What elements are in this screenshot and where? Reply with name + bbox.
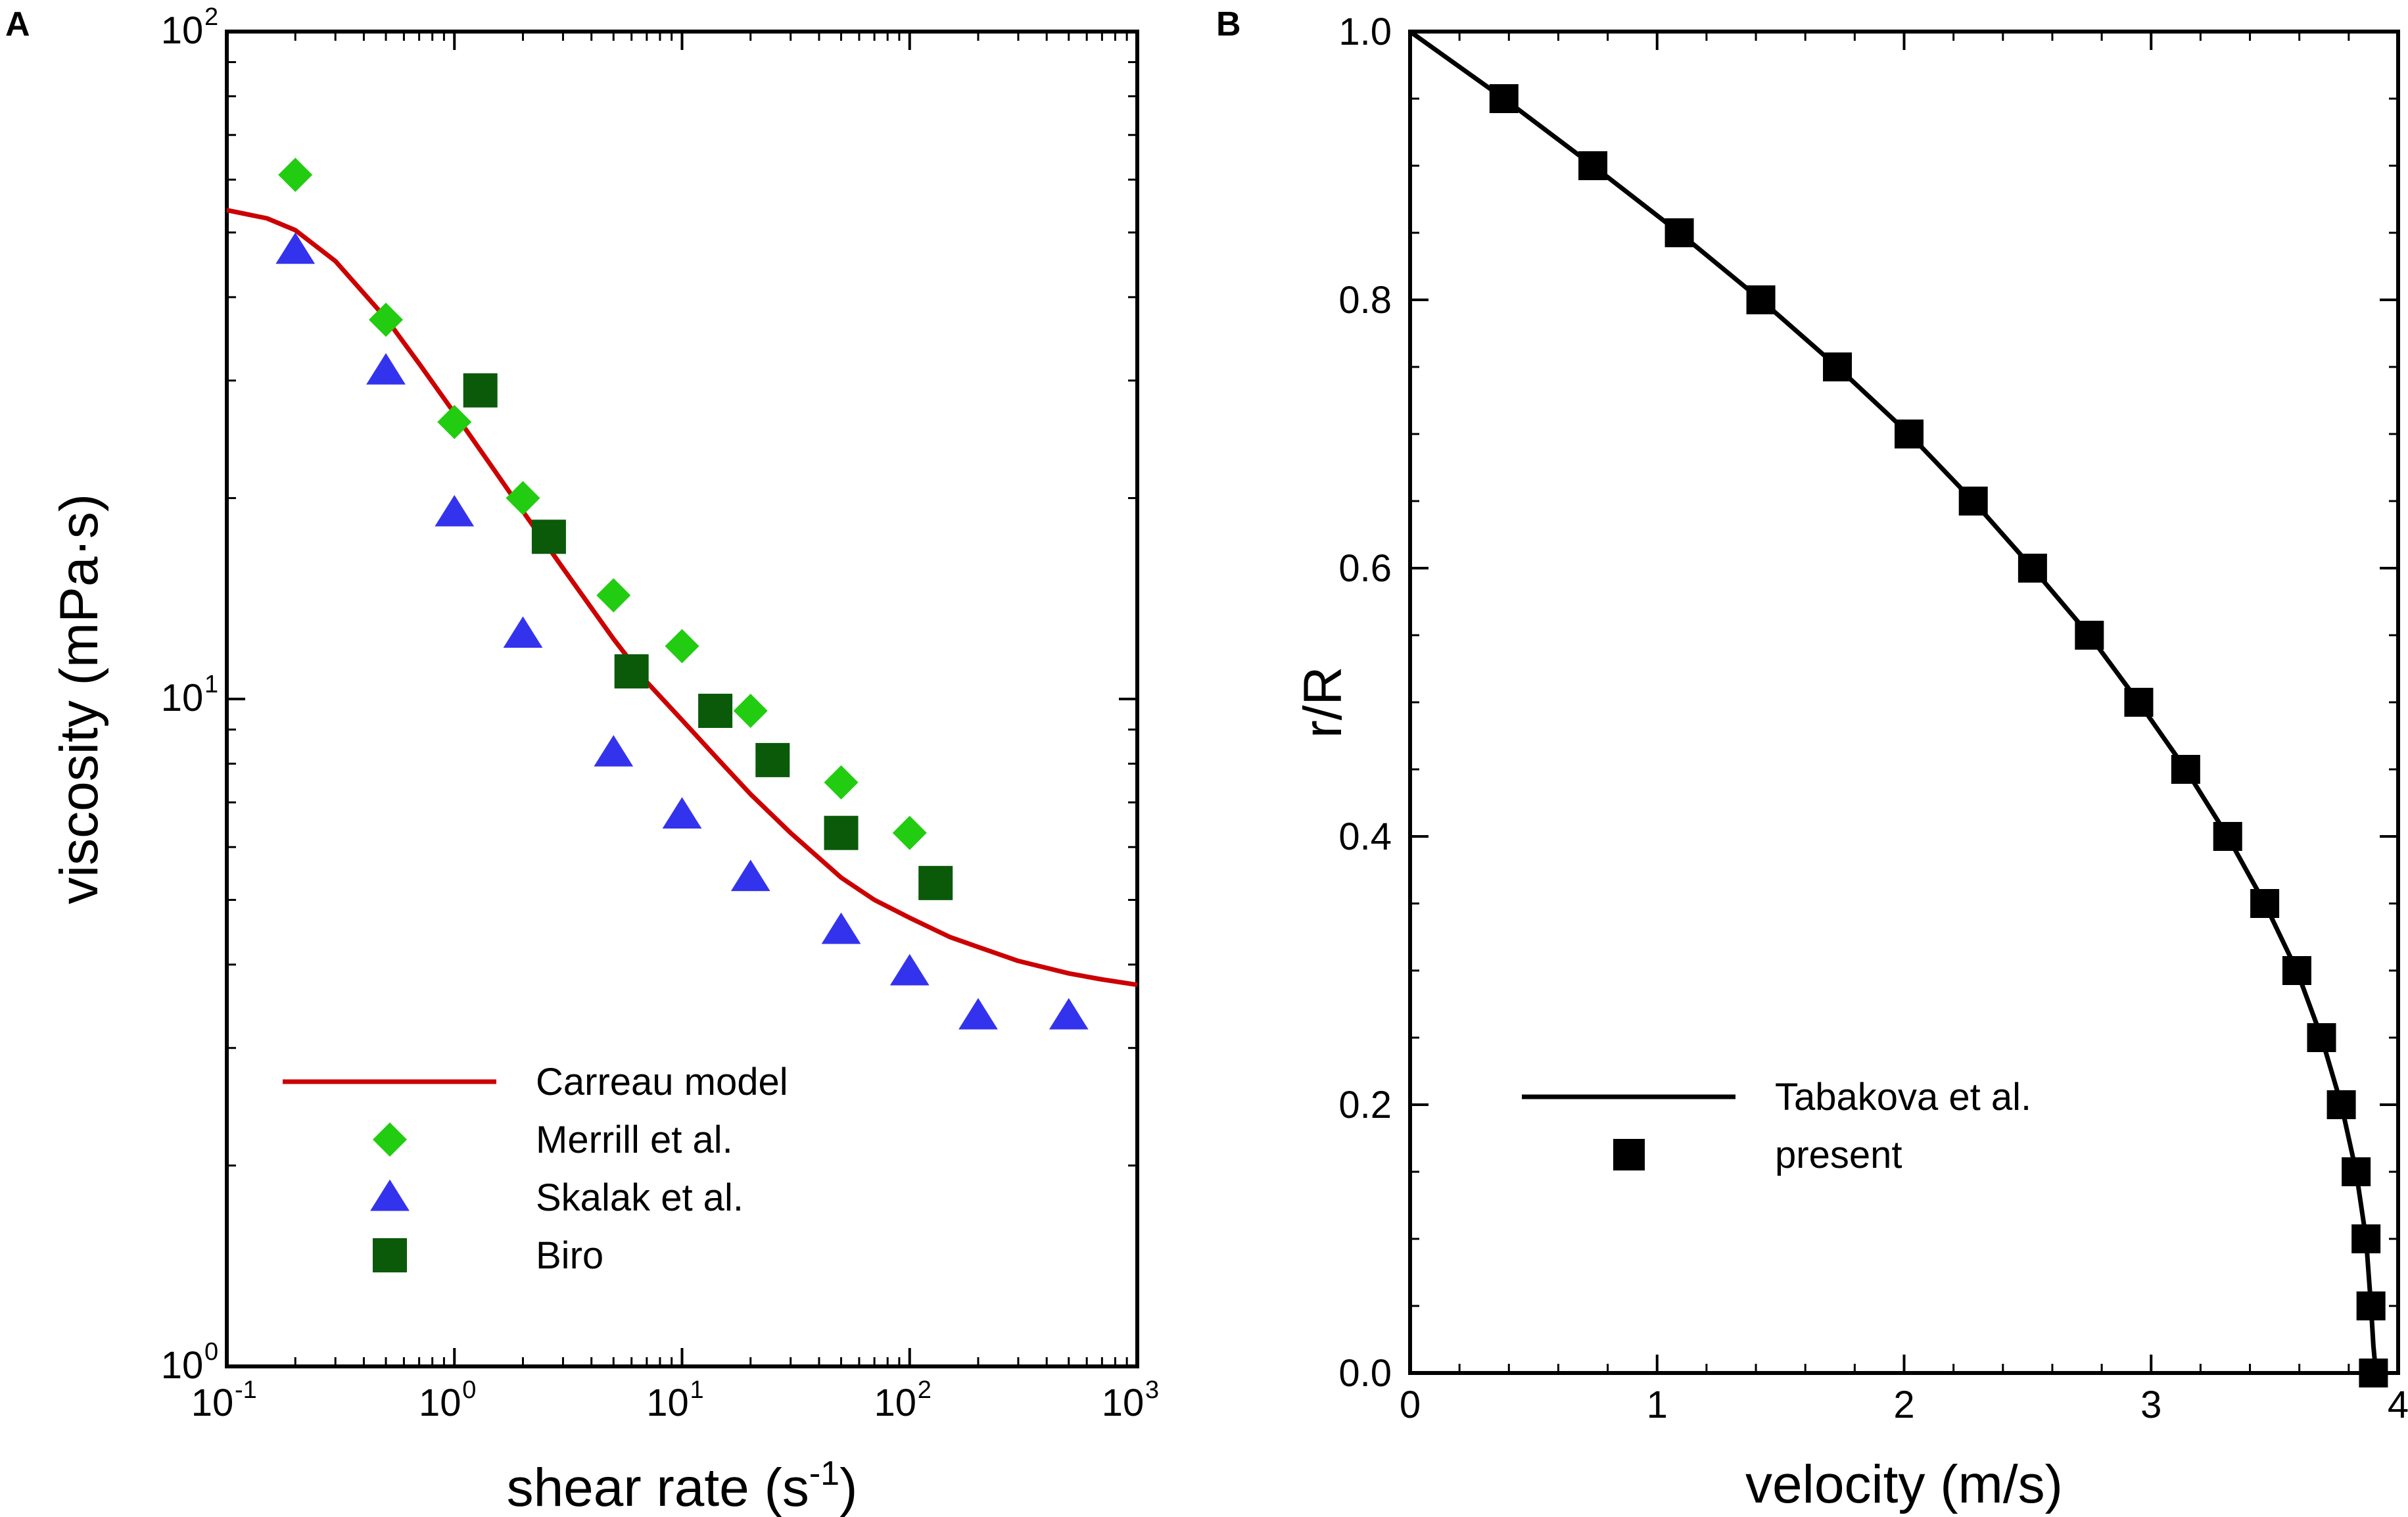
legend-label: Biro bbox=[536, 1234, 603, 1277]
y-tick-label: 0.4 bbox=[1338, 815, 1392, 858]
present-data-point bbox=[2250, 889, 2280, 918]
x-tick-label: 4 bbox=[2388, 1384, 2408, 1426]
legend-swatch-triangle bbox=[370, 1179, 410, 1211]
panel-b-letter: B bbox=[1216, 5, 1241, 43]
legend-swatch-square bbox=[1613, 1139, 1645, 1170]
data-point-triangle bbox=[662, 797, 702, 829]
legend-swatch-diamond bbox=[373, 1122, 407, 1157]
present-data-point bbox=[1664, 218, 1694, 247]
legend-swatch-square bbox=[373, 1238, 407, 1272]
x-tick-exponent: -1 bbox=[235, 1376, 257, 1404]
y-axis-label: r/R bbox=[1293, 666, 1353, 738]
present-data-point bbox=[2356, 1291, 2386, 1320]
x-tick-label: 0 bbox=[1400, 1384, 1421, 1426]
present-data-point bbox=[2124, 688, 2154, 717]
x-tick-exponent: 0 bbox=[462, 1376, 476, 1404]
x-tick-label: 10 bbox=[874, 1382, 916, 1424]
present-data-point bbox=[1578, 151, 1608, 180]
data-point-square bbox=[614, 654, 649, 688]
data-point-square bbox=[531, 519, 566, 554]
panel-b-chart: 0 1 2 3 4 0.0 0.2 0.4 0.6 0.8 1.0 Tabakova et al. pr… bbox=[1293, 11, 2408, 1514]
present-data-point bbox=[2326, 1090, 2356, 1119]
x-axis-label-superscript: -1 bbox=[809, 1455, 839, 1493]
legend-label: Carreau model bbox=[536, 1061, 788, 1103]
present-data-point bbox=[1958, 487, 1988, 516]
data-point-square bbox=[755, 742, 790, 777]
y-tick-label: 0.6 bbox=[1338, 547, 1392, 590]
x-tick-label: 2 bbox=[1893, 1384, 1914, 1426]
data-point-diamond bbox=[665, 629, 699, 663]
data-point-triangle bbox=[1049, 998, 1089, 1030]
present-data-point bbox=[2359, 1359, 2388, 1387]
x-tick-label: 3 bbox=[2140, 1384, 2161, 1426]
x-axis-label: velocity (m/s) bbox=[1745, 1455, 2063, 1514]
data-point-triangle bbox=[275, 232, 316, 264]
carreau-model-line bbox=[226, 208, 1138, 988]
data-point-square bbox=[463, 373, 498, 408]
data-point-triangle bbox=[366, 352, 406, 385]
x-tick-label: 10 bbox=[191, 1382, 234, 1424]
y-tick-label: 0.8 bbox=[1338, 279, 1392, 322]
data-point-diamond bbox=[824, 765, 859, 800]
data-point-triangle bbox=[503, 616, 543, 648]
legend-label: Tabakova et al. bbox=[1775, 1076, 2031, 1119]
y-tick-label: 0.0 bbox=[1338, 1352, 1392, 1395]
panel-a-letter: A bbox=[5, 5, 30, 43]
present-data-point bbox=[2075, 621, 2104, 650]
present-data-point bbox=[1823, 352, 1853, 381]
y-tick-label: 10 bbox=[161, 677, 204, 719]
x-tick-label: 10 bbox=[646, 1382, 689, 1424]
y-axis-label: viscosity (mPa·s) bbox=[49, 494, 109, 904]
present-data-point bbox=[1746, 285, 1776, 314]
y-tick-label: 10 bbox=[161, 9, 204, 52]
y-tick-label: 0.2 bbox=[1338, 1084, 1392, 1126]
data-point-diamond bbox=[733, 693, 768, 728]
x-tick-exponent: 2 bbox=[918, 1376, 932, 1404]
tabakova-line bbox=[1408, 30, 2378, 1374]
y-tick-exponent: 0 bbox=[204, 1338, 218, 1366]
y-tick-label: 10 bbox=[161, 1344, 204, 1387]
data-point-square bbox=[824, 815, 859, 850]
y-tick-exponent: 1 bbox=[204, 671, 218, 698]
data-point-triangle bbox=[730, 859, 770, 892]
legend-label: present bbox=[1775, 1134, 1902, 1176]
plot-frame-b bbox=[1408, 30, 2400, 1375]
x-tick-label: 10 bbox=[1102, 1382, 1145, 1424]
x-tick-exponent: 1 bbox=[690, 1376, 704, 1404]
y-tick-label: 1.0 bbox=[1338, 11, 1392, 53]
data-point-triangle bbox=[821, 912, 861, 944]
present-data-point bbox=[2282, 956, 2311, 985]
data-point-square bbox=[918, 865, 953, 900]
present-data-point bbox=[2018, 554, 2047, 583]
plot-frame-a bbox=[225, 30, 1139, 1368]
data-point-diamond bbox=[278, 157, 313, 192]
data-point-diamond bbox=[892, 815, 927, 850]
data-point-diamond bbox=[596, 578, 631, 613]
x-tick-label: 1 bbox=[1647, 1384, 1668, 1426]
legend-label: Merrill et al. bbox=[536, 1119, 733, 1161]
present-data-point bbox=[1489, 84, 1519, 113]
x-axis-label: shear rate (s-1) bbox=[507, 1455, 858, 1517]
present-data-point bbox=[2171, 755, 2200, 784]
data-point-diamond bbox=[506, 481, 540, 516]
data-point-diamond bbox=[369, 302, 404, 337]
data-point-triangle bbox=[889, 953, 930, 986]
present-data-point bbox=[2342, 1157, 2371, 1186]
x-axis-label-suffix: ) bbox=[839, 1458, 857, 1517]
present-data-point bbox=[2307, 1023, 2336, 1052]
data-point-triangle bbox=[594, 734, 634, 767]
present-data-point bbox=[2351, 1224, 2381, 1253]
data-point-diamond bbox=[437, 404, 472, 439]
present-data-point bbox=[1895, 420, 1924, 448]
legend-label: Skalak et al. bbox=[536, 1176, 744, 1219]
data-point-triangle bbox=[435, 494, 475, 527]
present-data-point bbox=[2213, 822, 2242, 851]
data-point-square bbox=[698, 693, 733, 728]
x-tick-exponent: 3 bbox=[1145, 1376, 1159, 1404]
x-tick-label: 10 bbox=[419, 1382, 461, 1424]
data-point-triangle bbox=[958, 998, 998, 1030]
y-tick-exponent: 2 bbox=[204, 3, 218, 31]
